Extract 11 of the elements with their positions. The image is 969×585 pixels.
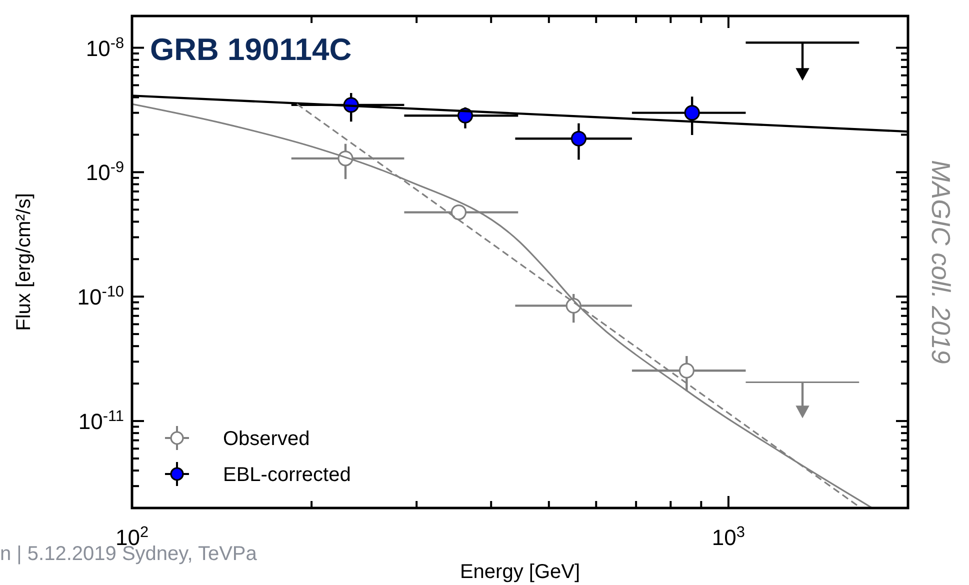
y-tick-label: 10$^{-9}$ [86,158,124,186]
x-tick-label: 10$^{3}$ [712,524,745,550]
y-tick-label: 10$^{-10}$ [77,283,124,310]
y-tick-label: 10$^{-11}$ [78,408,124,434]
x-axis-title: Energy [GeV] [460,561,580,583]
y-axis-title: Flux [erg/cm²/s] [13,193,35,331]
text: GRB 190114C [150,32,352,67]
legend-label: Observed [223,428,310,450]
text: MAGIC coll. 2019 [926,160,956,364]
legend-label: EBL-corrected [223,464,351,486]
y-tick-label: 10$^{-8}$ [86,34,124,61]
